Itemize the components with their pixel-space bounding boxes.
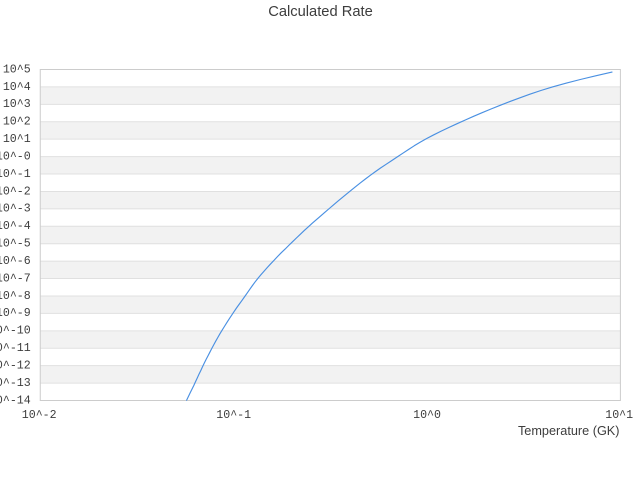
svg-text:Calculated Rate: Calculated Rate	[268, 4, 373, 20]
svg-text:10^2: 10^2	[3, 116, 31, 129]
svg-text:10^-3: 10^-3	[0, 203, 31, 216]
svg-text:10^-0: 10^-0	[0, 150, 31, 163]
svg-text:10^-5: 10^-5	[0, 238, 31, 251]
svg-text:10^-14: 10^-14	[0, 394, 31, 407]
svg-text:10^-1: 10^-1	[0, 168, 31, 181]
svg-text:10^-8: 10^-8	[0, 290, 31, 303]
svg-text:10^0: 10^0	[413, 409, 441, 422]
svg-text:10^-12: 10^-12	[0, 360, 31, 373]
svg-text:10^-13: 10^-13	[0, 377, 31, 390]
svg-text:10^-2: 10^-2	[22, 409, 57, 422]
svg-text:10^-1: 10^-1	[216, 409, 251, 422]
svg-text:10^-11: 10^-11	[0, 342, 31, 355]
svg-text:10^-2: 10^-2	[0, 185, 31, 198]
svg-text:Temperature (GK): Temperature (GK)	[518, 424, 620, 438]
svg-text:10^-7: 10^-7	[0, 272, 31, 285]
svg-text:10^5: 10^5	[3, 63, 31, 76]
svg-text:10^-10: 10^-10	[0, 325, 31, 338]
svg-text:10^3: 10^3	[3, 98, 31, 111]
svg-text:10^1: 10^1	[3, 133, 31, 146]
svg-text:10^-6: 10^-6	[0, 255, 31, 268]
svg-text:10^-9: 10^-9	[0, 307, 31, 320]
svg-text:10^1: 10^1	[605, 409, 633, 422]
svg-text:10^4: 10^4	[3, 81, 31, 94]
svg-text:10^-4: 10^-4	[0, 220, 31, 233]
